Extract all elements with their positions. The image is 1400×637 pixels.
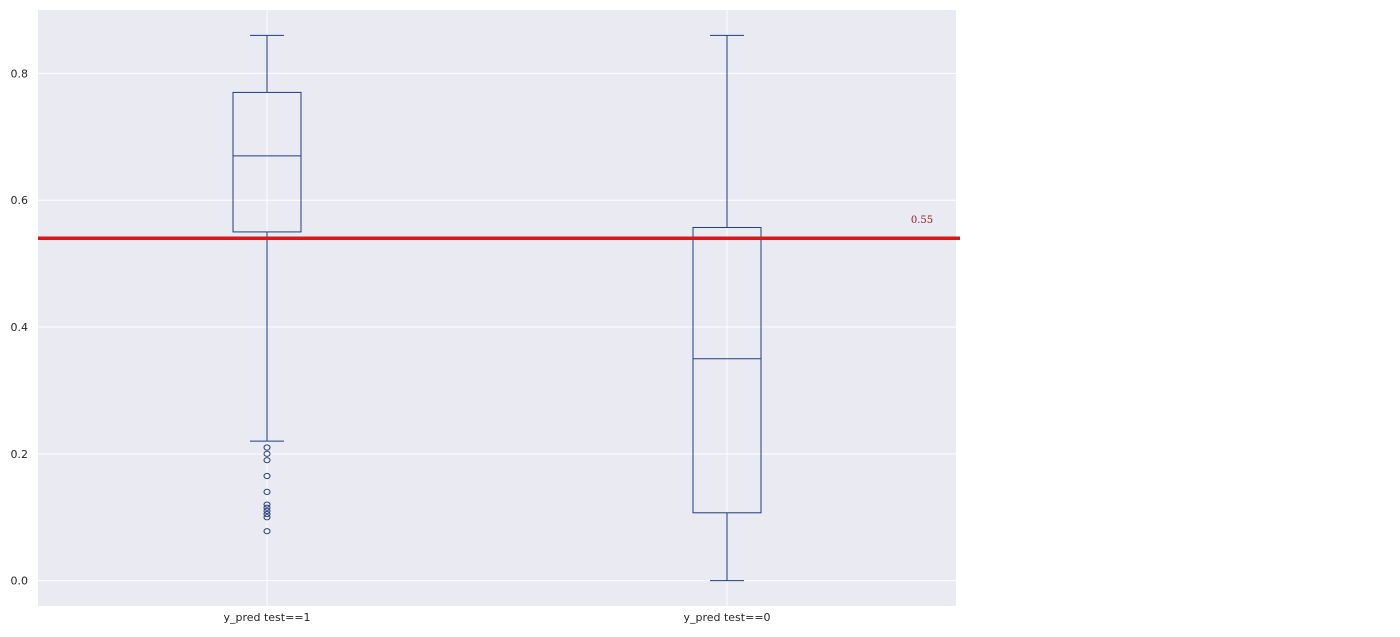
- y-axis: 0.0 0.2 0.4 0.6 0.8: [11, 67, 29, 587]
- plot-area: [38, 10, 956, 606]
- x-axis: y_pred test==1 y_pred test==0: [223, 611, 770, 624]
- box-series: [232, 34, 762, 582]
- y-tick-label: 0.6: [11, 194, 29, 207]
- outlier-point: [263, 504, 271, 511]
- outlier-point: [263, 472, 271, 480]
- y-tick-label: 0.8: [11, 67, 29, 80]
- y-tick-label: 0.2: [11, 448, 29, 461]
- x-category-label: y_pred test==0: [683, 611, 770, 624]
- outlier-point: [263, 501, 271, 508]
- y-tick-label: 0.4: [11, 321, 29, 334]
- outlier-point: [263, 507, 271, 514]
- outlier-point: [263, 510, 271, 518]
- outlier-point: [263, 457, 271, 464]
- threshold-group: 0.55: [38, 215, 960, 241]
- outlier-point: [263, 488, 271, 495]
- y-tick-label: 0.0: [11, 575, 29, 588]
- iqr-box: [232, 91, 302, 233]
- outlier-point: [263, 450, 271, 457]
- outlier-point: [263, 528, 271, 535]
- outlier-point: [263, 514, 271, 521]
- x-category-label: y_pred test==1: [223, 611, 310, 624]
- threshold-label: 0.55: [911, 215, 933, 226]
- outlier-point: [263, 444, 271, 451]
- box-1: [232, 34, 302, 535]
- box-2: [692, 34, 762, 582]
- iqr-box: [692, 226, 762, 514]
